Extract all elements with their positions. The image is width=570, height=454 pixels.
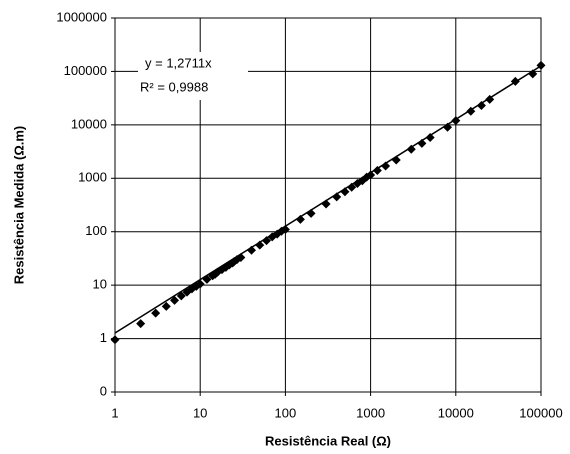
data-point: [236, 252, 246, 262]
trend-r-squared: R² = 0,9988: [140, 79, 208, 94]
data-point: [417, 138, 427, 148]
data-point: [332, 192, 342, 202]
data-point: [136, 319, 146, 329]
data-point: [306, 208, 316, 218]
equation-box: [138, 52, 248, 100]
data-point: [485, 94, 495, 104]
data-point: [347, 182, 357, 192]
data-point: [295, 214, 305, 224]
data-point: [476, 101, 486, 111]
data-point: [161, 301, 171, 311]
trend-equation: y = 1,2711x: [145, 55, 212, 70]
data-point: [321, 199, 331, 209]
x-tick-label: 1: [111, 405, 118, 420]
data-point: [151, 308, 161, 318]
data-point: [391, 155, 401, 165]
data-point: [246, 245, 256, 255]
data-point: [443, 122, 453, 132]
trendline: [114, 65, 542, 334]
data-point: [280, 225, 290, 235]
y-tick-label: 100000: [64, 63, 107, 78]
plot-border: [114, 17, 542, 393]
y-tick-label: 10: [93, 277, 107, 292]
data-point: [528, 69, 538, 79]
y-tick-label: 0: [100, 383, 107, 398]
data-point: [261, 236, 271, 246]
y-tick-label: 10000: [71, 116, 107, 131]
data-point: [232, 255, 242, 265]
data-point: [176, 291, 186, 301]
data-point: [202, 274, 212, 284]
x-tick-label: 10: [193, 405, 207, 420]
x-tick-label: 100: [275, 405, 297, 420]
data-point: [255, 240, 265, 250]
y-tick-label: 1000: [78, 170, 107, 185]
data-point: [466, 106, 476, 116]
x-tick-label: 1000: [356, 405, 385, 420]
data-point: [340, 187, 350, 197]
x-tick-label: 100000: [519, 405, 562, 420]
data-point: [406, 144, 416, 154]
data-point: [425, 132, 435, 142]
data-point: [366, 170, 376, 180]
data-point: [372, 165, 382, 175]
y-tick-label: 1: [100, 330, 107, 345]
y-tick-label: 100: [85, 223, 107, 238]
data-point: [195, 279, 205, 289]
x-axis-title: Resistência Real (Ω): [265, 433, 391, 448]
y-tick-label: 1000000: [56, 9, 107, 24]
data-point: [170, 295, 180, 305]
data-point: [381, 161, 391, 171]
data-point: [536, 60, 546, 70]
data-point: [510, 76, 520, 86]
data-point: [110, 335, 120, 345]
y-axis-title: Resistência Medida (Ω.m): [11, 126, 26, 285]
data-point: [451, 116, 461, 126]
x-tick-label: 10000: [438, 405, 474, 420]
